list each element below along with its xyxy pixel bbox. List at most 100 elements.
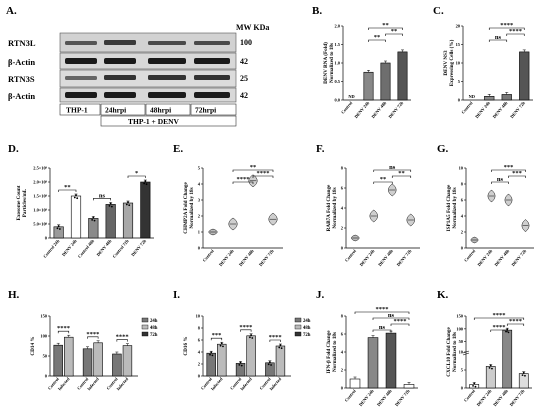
bar — [82, 348, 93, 377]
data-point — [219, 344, 222, 347]
bar — [122, 345, 133, 377]
y-tick-label: 8 — [198, 326, 201, 331]
data-point — [507, 331, 510, 334]
sig-bracket — [508, 175, 526, 178]
sig-label: * — [135, 170, 138, 177]
blot-label-rtn3s: RTN3S — [8, 74, 35, 84]
bar — [397, 51, 408, 101]
y-axis-title: Exosome Count — [16, 185, 22, 220]
band — [194, 92, 230, 98]
y-tick-label: 2 — [341, 226, 343, 231]
chart-j: 0 2 4 6 8 IFN-β Fold Change Normalized to 18s C… — [326, 306, 418, 407]
data-point — [76, 197, 79, 200]
sig-bracket — [269, 339, 281, 342]
x-tick-label: DENV 24h — [353, 100, 370, 119]
data-point — [75, 194, 77, 197]
sig-label: ** — [250, 164, 257, 171]
x-tick-label: Control 48h — [77, 238, 96, 259]
band — [104, 40, 136, 45]
y-axis-title: Particles/mL — [22, 188, 28, 217]
data-point — [91, 219, 94, 221]
legend-swatch — [141, 324, 149, 330]
x-tick-label: DENV 24h — [476, 388, 493, 407]
data-point — [251, 337, 254, 339]
sig-label: *** — [512, 170, 522, 177]
panel-letter-j: J. — [316, 289, 325, 301]
axis-break-mark — [462, 350, 470, 356]
y-tick-label: 2 — [461, 230, 463, 235]
sig-bracket — [488, 27, 525, 30]
data-point — [473, 382, 476, 385]
data-point — [128, 204, 131, 207]
sig-bracket — [488, 39, 508, 42]
data-point — [522, 371, 525, 374]
bar — [518, 373, 529, 389]
sig-bracket — [385, 33, 403, 36]
y-tick-label: 0 — [461, 386, 464, 391]
y-tick-label: 10 — [459, 166, 464, 171]
sig-bracket — [391, 175, 412, 178]
lane-box — [59, 103, 101, 116]
data-point — [491, 367, 493, 370]
data-point — [279, 344, 282, 347]
y-axis-title: CD14 % — [30, 336, 36, 355]
bar — [265, 362, 275, 377]
x-tick-label: DENV 72h — [510, 248, 527, 267]
sig-bracket — [116, 339, 128, 342]
y-axis-title: RAB7A Fold Change — [326, 184, 332, 231]
y-axis-title: Normalized to 18s — [452, 332, 458, 372]
data-point — [209, 353, 211, 356]
legend-swatch — [141, 331, 149, 337]
chart-e: 0 1 2 3 4 5 CHMP2A Fold Change Normalized by 18… — [183, 164, 283, 267]
sig-label: ** — [391, 28, 398, 35]
x-tick-label: DENV 72h — [130, 238, 147, 257]
band — [148, 75, 186, 80]
x-tick-label: DENV 24h — [61, 238, 78, 257]
data-point — [222, 345, 224, 348]
y-tick-label: 100 — [40, 334, 47, 339]
band — [194, 58, 230, 64]
y-tick-label: 1.5 — [335, 42, 341, 47]
y-tick-label: 50 — [43, 354, 48, 359]
y-tick-label: 6 — [341, 186, 344, 191]
bar — [140, 181, 151, 239]
sig-label: ** — [374, 34, 381, 41]
sig-bracket — [93, 198, 111, 201]
bar — [235, 363, 246, 377]
sig-label: **** — [57, 325, 70, 332]
lane-label-72h: 72hrpi — [195, 106, 216, 115]
sig-bracket — [252, 175, 274, 178]
sig-label: ns — [388, 312, 395, 319]
y-axis-title: DENV NS3 — [443, 50, 449, 76]
chart-c: 0 5 10 15 20 DENV NS3 Expressing Cells (%) NDCo… — [443, 22, 533, 119]
data-point — [268, 361, 271, 363]
sig-bracket — [473, 317, 525, 320]
bar — [484, 96, 495, 101]
x-tick-label: DENV 24h — [358, 388, 375, 407]
data-point — [145, 183, 148, 186]
sig-label: **** — [376, 306, 389, 313]
sig-label: *** — [504, 164, 514, 171]
y-axis-title: Normalized to 18s — [332, 332, 338, 372]
x-tick-label: DENV 48h — [370, 100, 387, 119]
sig-bracket — [491, 181, 509, 184]
y-tick-label: 2.5×10⁹ — [33, 166, 47, 171]
panel-letter-b: B. — [312, 5, 322, 17]
legend-label: 24h — [303, 319, 311, 324]
y-axis-title: Normalized by 18s — [332, 187, 338, 228]
data-point — [127, 201, 129, 204]
x-tick-label: DENV 48h — [96, 238, 113, 257]
panel-letter-c: C. — [433, 5, 444, 17]
y-tick-label: 0 — [45, 236, 48, 241]
band-group — [65, 40, 230, 98]
band — [148, 58, 186, 64]
y-tick-label: 0.0 — [335, 98, 341, 103]
sig-label: **** — [509, 28, 522, 35]
bar — [112, 353, 122, 377]
y-axis-title: Normalized to 18s — [329, 43, 335, 83]
y-axis-title: Expressing Cells (%) — [448, 39, 455, 86]
y-tick-label: 10 — [459, 350, 464, 355]
x-tick-label: Infected — [57, 376, 71, 391]
y-tick-label: 5 — [461, 368, 464, 373]
panel-letter-f: F. — [316, 143, 325, 155]
